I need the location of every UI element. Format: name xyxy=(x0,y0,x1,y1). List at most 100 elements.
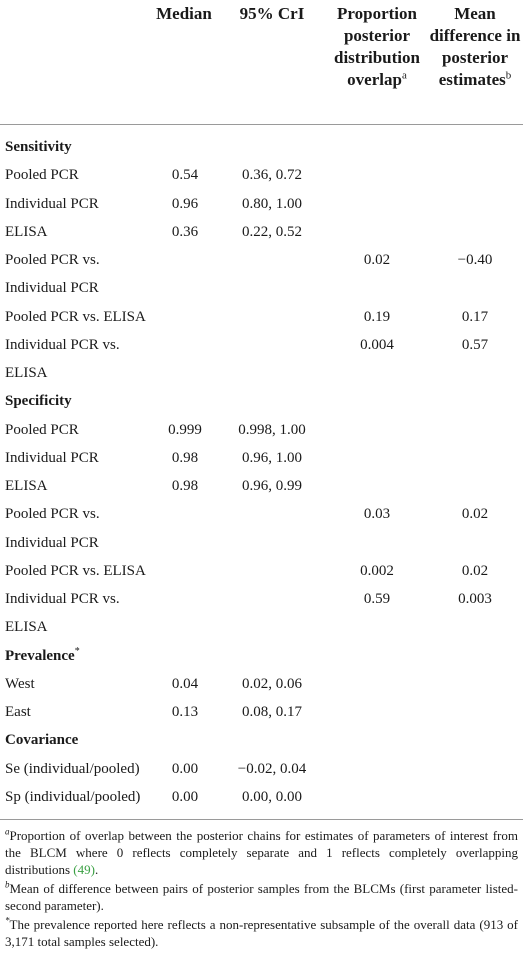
header-mean-line-4: estimatesb xyxy=(428,69,522,91)
header-mean-line-4-text: estimates xyxy=(438,70,506,89)
header-mean-line-1: Mean xyxy=(454,4,496,23)
cri-cell: 0.998, 1.00 xyxy=(238,421,306,438)
row-label: East xyxy=(5,704,31,720)
row-label: Individual PCR vs. xyxy=(5,336,120,353)
table-row: Pooled PCR vs. ELISA 0.19 0.17 xyxy=(0,303,523,331)
median-cell: 0.00 xyxy=(171,760,199,777)
mean-diff-cell: 0.57 xyxy=(461,336,489,353)
header-median: Median xyxy=(148,3,220,25)
overlap-cell: 0.02 xyxy=(363,252,391,268)
table-row: Individual PCR xyxy=(0,529,523,557)
row-label: Pooled PCR xyxy=(5,167,79,184)
section-footnote-mark: * xyxy=(74,645,80,657)
cri-cell: 0.96, 0.99 xyxy=(242,478,302,494)
cri-cell: 0.80, 1.00 xyxy=(242,195,302,212)
table-row: Pooled PCR 0.999 0.998, 1.00 xyxy=(0,416,523,444)
footnote-mark: b xyxy=(5,879,10,890)
table-row: ELISA 0.36 0.22, 0.52 xyxy=(0,218,523,246)
footnote-mark: a xyxy=(5,826,10,837)
row-label: ELISA xyxy=(5,365,48,381)
median-cell: 0.54 xyxy=(171,167,199,184)
row-label: Sensitivity xyxy=(5,139,72,155)
header-proportion-line-4: overlapa xyxy=(326,69,428,91)
cri-cell: 0.22, 0.52 xyxy=(242,223,302,240)
median-cell: 0.36 xyxy=(171,223,199,240)
cri-cell: 0.96, 1.00 xyxy=(242,449,302,466)
section-row: Specificity xyxy=(0,387,523,415)
header-proportion-line-3: distribution xyxy=(334,48,420,67)
row-label: Individual PCR xyxy=(5,280,99,297)
cri-cell: 0.08, 0.17 xyxy=(242,704,302,720)
row-label: Prevalence* xyxy=(5,645,80,664)
row-label: Individual PCR vs. xyxy=(5,591,120,607)
table-row: Se (individual/pooled) 0.00 −0.02, 0.04 xyxy=(0,755,523,783)
row-label: Individual PCR xyxy=(5,195,99,212)
header-proportion-line-1: Proportion xyxy=(337,4,417,23)
table-row: Individual PCR xyxy=(0,274,523,302)
mean-diff-cell: 0.02 xyxy=(461,506,489,523)
row-label: West xyxy=(5,675,35,692)
header-mean-footnote-mark: b xyxy=(505,69,512,82)
footnote: bMean of difference between pairs of pos… xyxy=(5,880,518,914)
header-cri-text: 95% CrI xyxy=(239,4,305,23)
row-label: ELISA xyxy=(5,223,48,240)
header-proportion-line-4-text: overlap xyxy=(347,70,402,89)
table-row: Pooled PCR vs. 0.02 −0.40 xyxy=(0,246,523,274)
citation-link[interactable]: (49) xyxy=(73,862,95,877)
row-label: Se (individual/pooled) xyxy=(5,760,140,777)
table-row: Individual PCR vs. 0.004 0.57 xyxy=(0,331,523,359)
row-label: Pooled PCR vs. xyxy=(5,506,100,523)
row-label: Pooled PCR vs. ELISA xyxy=(5,308,146,325)
table-row: ELISA 0.98 0.96, 0.99 xyxy=(0,472,523,500)
row-label: Specificity xyxy=(5,393,72,410)
row-label: Covariance xyxy=(5,732,79,749)
cri-cell: 0.36, 0.72 xyxy=(242,167,302,184)
footnote-tail: . xyxy=(94,862,99,877)
section-row: Prevalence* xyxy=(0,642,523,670)
table-row: West 0.04 0.02, 0.06 xyxy=(0,670,523,698)
mean-diff-cell: −0.40 xyxy=(457,252,493,268)
table-row: Pooled PCR vs. ELISA 0.002 0.02 xyxy=(0,557,523,585)
mean-diff-cell: 0.003 xyxy=(458,591,492,607)
row-label: Sp (individual/pooled) xyxy=(5,788,141,805)
overlap-cell: 0.59 xyxy=(363,591,391,607)
header-proportion-footnote-mark: a xyxy=(401,69,407,82)
row-label: ELISA xyxy=(5,478,48,494)
header-proportion: Proportion posterior distribution overla… xyxy=(326,3,428,91)
section-row: Covariance xyxy=(0,726,523,754)
row-label: Pooled PCR vs. ELISA xyxy=(5,562,146,579)
table-row: Individual PCR vs. 0.59 0.003 xyxy=(0,585,523,613)
mean-diff-cell: 0.17 xyxy=(461,308,489,325)
footer-rule xyxy=(0,819,523,820)
table-row: Sp (individual/pooled) 0.00 0.00, 0.00 xyxy=(0,783,523,811)
footnote: aProportion of overlap between the poste… xyxy=(5,827,518,878)
footnote-text: The prevalence reported here reflects a … xyxy=(5,917,518,949)
median-cell: 0.13 xyxy=(171,704,199,720)
header-proportion-line-2: posterior xyxy=(343,26,411,45)
table-row: Pooled PCR 0.54 0.36, 0.72 xyxy=(0,161,523,189)
header-rule xyxy=(0,124,523,125)
header-mean: Mean difference in posterior estimatesb xyxy=(428,3,522,91)
footnote: *The prevalence reported here reflects a… xyxy=(5,916,518,950)
median-cell: 0.04 xyxy=(171,675,199,692)
overlap-cell: 0.002 xyxy=(360,562,394,579)
header-mean-line-3: posterior xyxy=(441,48,509,67)
row-label: ELISA xyxy=(5,619,48,636)
row-label: Individual PCR xyxy=(5,534,99,551)
row-label: Pooled PCR vs. xyxy=(5,252,100,268)
cri-cell: −0.02, 0.04 xyxy=(237,760,307,777)
table-row: Individual PCR 0.96 0.80, 1.00 xyxy=(0,190,523,218)
overlap-cell: 0.03 xyxy=(363,506,391,523)
mean-diff-cell: 0.02 xyxy=(461,562,489,579)
footnote-text: Mean of difference between pairs of post… xyxy=(5,881,518,913)
section-row: Sensitivity xyxy=(0,133,523,161)
footnote-text: Proportion of overlap between the poster… xyxy=(5,828,518,877)
table-row: Pooled PCR vs. 0.03 0.02 xyxy=(0,500,523,528)
footnote-mark: * xyxy=(5,915,10,926)
row-label: Individual PCR xyxy=(5,449,99,466)
cri-cell: 0.00, 0.00 xyxy=(242,788,302,805)
median-cell: 0.98 xyxy=(171,449,199,466)
overlap-cell: 0.004 xyxy=(360,336,394,353)
row-label: Pooled PCR xyxy=(5,421,79,438)
header-mean-line-2: difference in xyxy=(429,26,521,45)
